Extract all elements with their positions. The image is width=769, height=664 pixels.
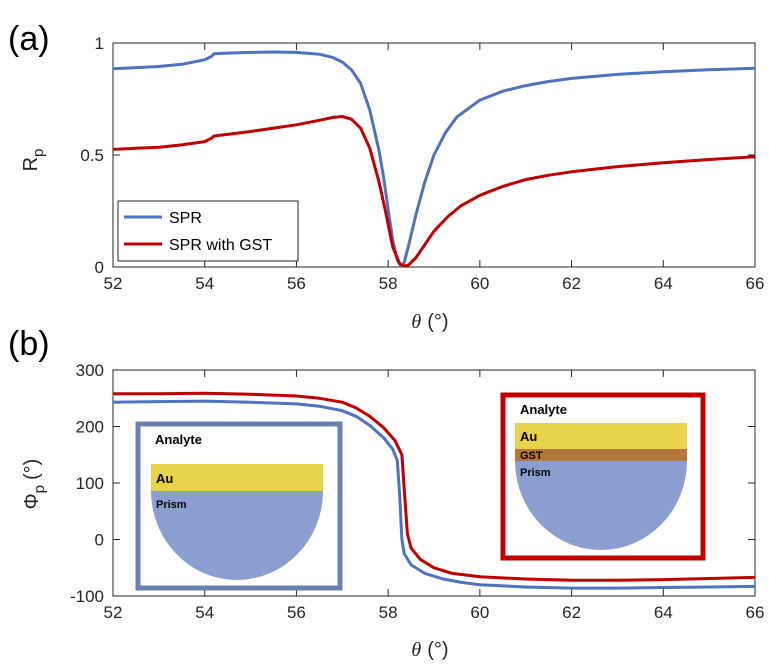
inset-spr-gst-structure: Analyte Au GST Prism [500, 392, 706, 561]
panel-b-xtick-label: 58 [379, 603, 398, 622]
panel-b-ytick-label: 100 [76, 474, 104, 493]
panel-b-ylabel-main: Φ [21, 493, 43, 509]
inset-right-prism-label: Prism [520, 467, 551, 479]
panel-a: (a) 52 54 56 58 60 62 64 66 0 0.5 1 Rp θ (°) SPR SP… [8, 20, 764, 333]
panel-a-series-line-0 [113, 50, 755, 267]
panel-b-xlabel: θ (°) [411, 639, 448, 661]
panel-b-series-line-0 [113, 399, 755, 590]
panel-a-xtick-label: 58 [379, 274, 398, 293]
panel-a-series-line-1 [113, 115, 755, 267]
panel-a-ticks: 52 54 56 58 60 62 64 66 0 0.5 1 [80, 34, 764, 293]
panel-a-xlabel: θ (°) [411, 311, 448, 333]
panel-b-xlabel-symbol: θ [411, 639, 421, 661]
inset-left-au-layer [151, 464, 323, 491]
inset-right-au-label: Au [520, 429, 537, 444]
panel-a-ylabel-main: R [20, 157, 42, 171]
panel-a-xtick-label: 66 [746, 274, 765, 293]
panel-b-xtick-label: 66 [746, 603, 765, 622]
panel-b: (b) 52 54 56 58 60 62 64 66 -100 0 100 200 300 Analy… [8, 325, 764, 661]
inset-spr-structure: Analyte Au Prism [135, 421, 343, 591]
panel-a-xtick-label: 52 [104, 274, 123, 293]
legend-box [117, 200, 299, 262]
panel-a-xlabel-unit: (°) [427, 311, 448, 333]
panel-a-label: (a) [8, 20, 50, 58]
panel-b-ytick-label: 300 [76, 361, 104, 380]
inset-left-analyte-label: Analyte [155, 432, 202, 447]
panel-b-xtick-label: 56 [287, 603, 306, 622]
inset-left-prism-label: Prism [156, 499, 187, 511]
panel-a-xtick-label: 56 [287, 274, 306, 293]
panel-b-xlabel-unit: (°) [427, 639, 448, 661]
panel-b-series [113, 391, 755, 590]
legend-label-spr-gst: SPR with GST [169, 237, 272, 254]
panel-b-xtick-label: 54 [195, 603, 214, 622]
panel-a-series [113, 50, 755, 267]
legend-label-spr: SPR [169, 210, 202, 227]
inset-right-gst-layer [515, 449, 687, 461]
panel-b-label: (b) [8, 325, 50, 363]
legend: SPR SPR with GST [117, 200, 299, 262]
inset-left-au-label: Au [156, 471, 173, 486]
panel-b-series-line-1 [113, 391, 755, 582]
panel-b-ticks: 52 54 56 58 60 62 64 66 -100 0 100 200 300 [70, 361, 764, 622]
panel-b-ylabel: Φp (°) [21, 459, 48, 510]
panel-a-xtick-label: 64 [654, 274, 673, 293]
panel-a-ylabel-sub: p [30, 149, 47, 157]
panel-a-ytick-label: 0 [95, 258, 104, 277]
panel-a-xtick-label: 54 [195, 274, 214, 293]
panel-a-xtick-label: 60 [470, 274, 489, 293]
panel-b-ytick-label: 0 [95, 531, 104, 550]
inset-right-gst-label: GST [520, 450, 543, 462]
inset-right-analyte-label: Analyte [520, 402, 567, 417]
panel-b-ylabel-unit: (°) [21, 459, 43, 480]
panel-a-ytick-label: 1 [95, 34, 104, 53]
panel-a-xtick-label: 62 [562, 274, 581, 293]
panel-b-xtick-label: 60 [470, 603, 489, 622]
panel-b-xtick-label: 52 [104, 603, 123, 622]
panel-b-xtick-label: 62 [562, 603, 581, 622]
panel-a-ytick-label: 0.5 [80, 146, 104, 165]
panel-a-xlabel-symbol: θ [411, 311, 421, 333]
panel-b-ytick-label: -100 [70, 587, 104, 606]
inset-right-au-layer [515, 423, 687, 449]
inset-right-prism [515, 461, 687, 550]
inset-left-prism [151, 491, 323, 580]
panel-b-xtick-label: 64 [654, 603, 673, 622]
panel-a-ylabel: Rp [20, 149, 47, 172]
panel-b-ylabel-sub: p [31, 485, 48, 493]
panel-b-ytick-label: 200 [76, 418, 104, 437]
